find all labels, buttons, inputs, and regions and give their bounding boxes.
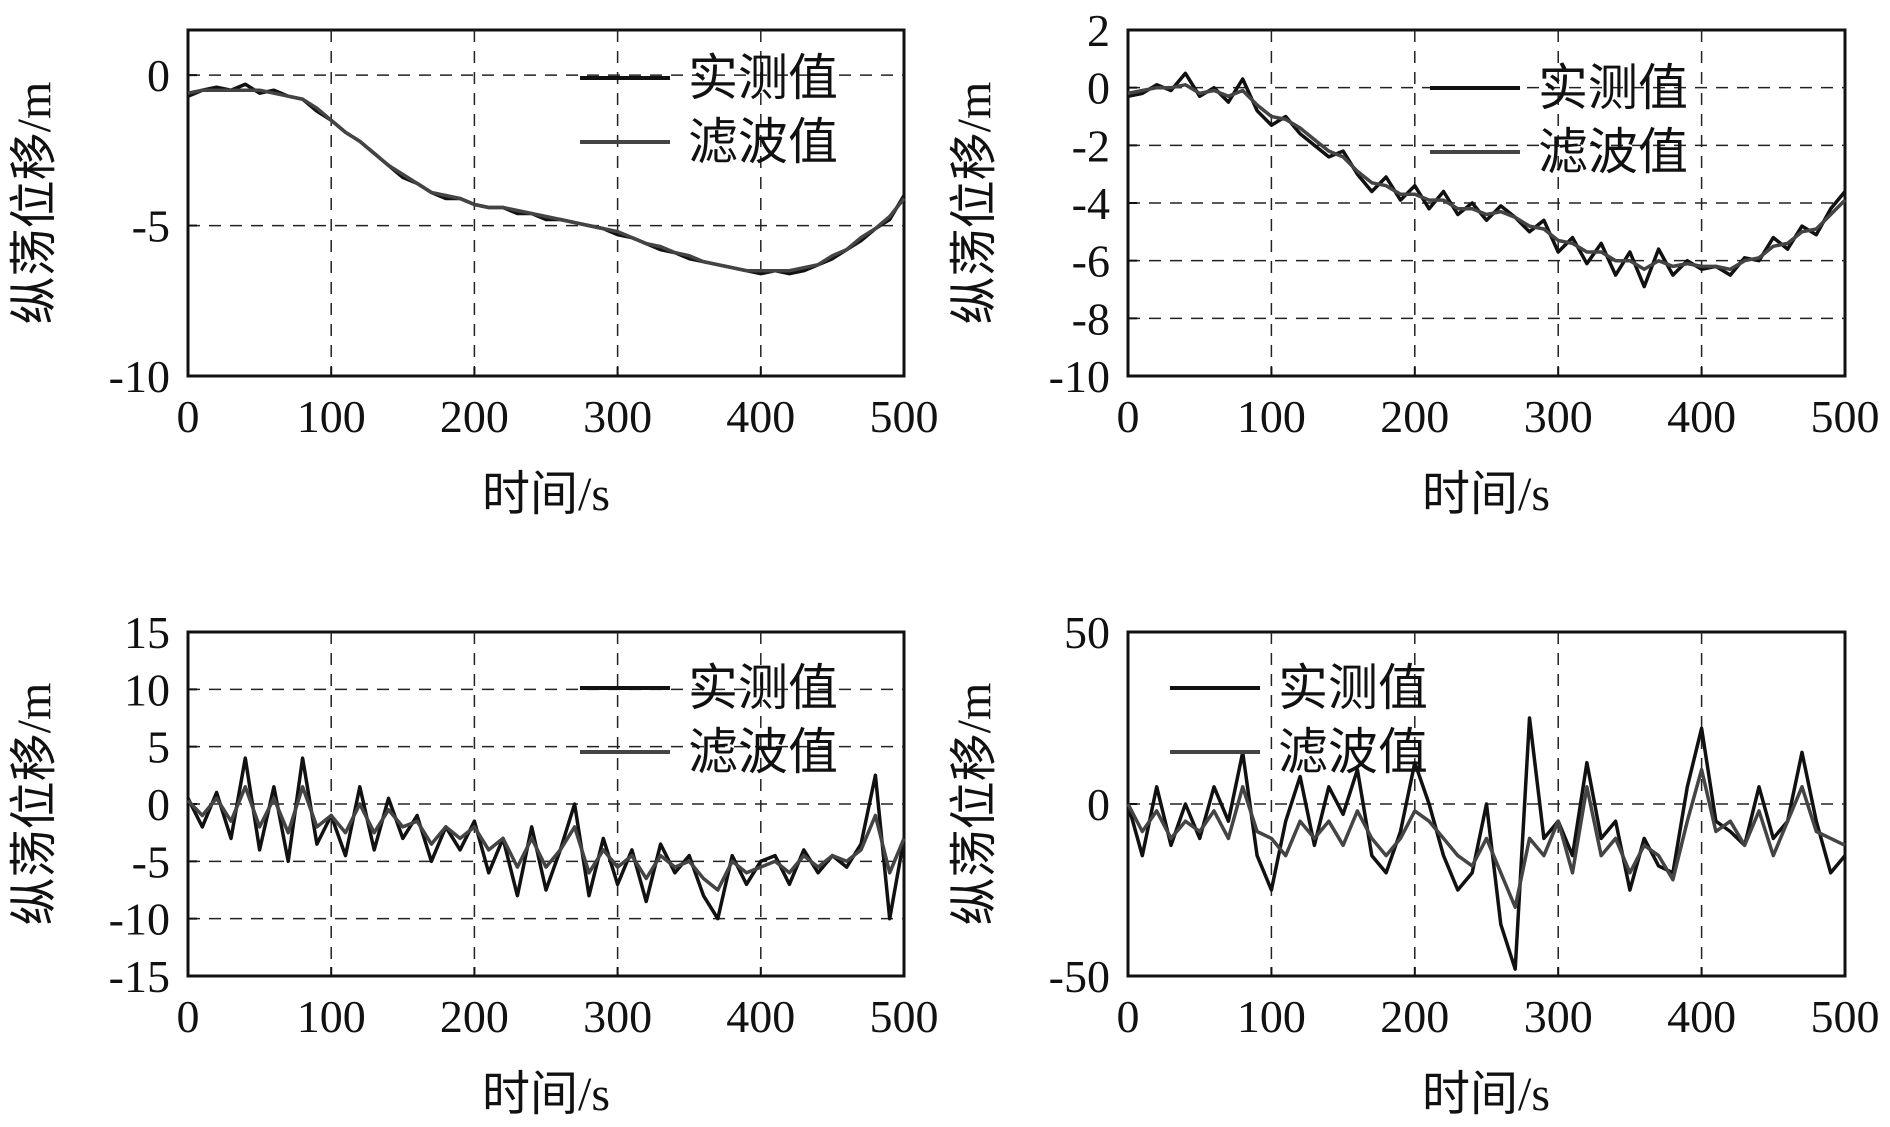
y-tick-label: 50 [1064, 607, 1110, 658]
x-tick-label: 0 [1117, 391, 1140, 442]
x-tick-label: 300 [1524, 991, 1593, 1042]
legend-label-2: 滤波值 [688, 114, 838, 170]
x-tick-label: 400 [726, 391, 795, 442]
series-line-2 [187, 88, 906, 273]
chart-panel-bottom-left: 0 100 200 300 400 500 15 10 5 0 -5 -10 -15 时间/s 纵荡位… [8, 607, 939, 1121]
x-tick-label: 300 [583, 391, 652, 442]
x-axis-label: 时间/s [482, 1068, 610, 1121]
series-line-2 [1126, 767, 1846, 909]
legend-label-2: 滤波值 [1278, 724, 1428, 780]
x-tick-label: 0 [177, 991, 200, 1042]
legend-label-2: 滤波值 [688, 724, 838, 780]
x-tick-label: 200 [1380, 991, 1449, 1042]
x-tick-label: 200 [440, 991, 509, 1042]
y-axis-label: 纵荡位移/m [948, 683, 1001, 926]
y-tick-label: 5 [147, 722, 170, 773]
x-tick-label: 0 [177, 391, 200, 442]
x-tick-label: 300 [1524, 391, 1593, 442]
y-tick-label: -5 [132, 201, 170, 252]
y-tick-label: 15 [124, 607, 170, 658]
y-tick-label: -10 [109, 351, 170, 402]
plot-frame [186, 28, 906, 378]
y-axis-label: 纵荡位移/m [8, 82, 61, 325]
series-line-1 [186, 756, 906, 921]
y-tick-label: 0 [147, 779, 170, 830]
chart-panel-top-right: 0 100 200 300 400 500 2 0 -2 -4 -6 -8 -10 时间/s 纵荡位移… [948, 5, 1880, 521]
y-tick-label: 0 [147, 50, 170, 101]
y-tick-label: -4 [1072, 178, 1110, 229]
chart-panel-bottom-right: 0 100 200 300 400 500 500-50 时间/s 纵荡位移/m 实测值滤… [948, 607, 1880, 1121]
x-tick-label: 100 [1237, 391, 1306, 442]
legend-label-1: 实测值 [1538, 60, 1688, 116]
x-tick-label: 100 [297, 391, 366, 442]
y-tick-label: -15 [109, 951, 170, 1002]
legend-label-2: 滤波值 [1538, 124, 1688, 180]
x-tick-label: 500 [1811, 991, 1880, 1042]
legend-label-1: 实测值 [688, 50, 838, 106]
y-tick-label: 10 [124, 664, 170, 715]
x-tick-label: 100 [1237, 991, 1306, 1042]
y-tick-label: -50 [1049, 951, 1110, 1002]
x-tick-label: 0 [1117, 991, 1140, 1042]
y-tick-label: 0 [1087, 779, 1110, 830]
x-tick-label: 200 [1380, 391, 1449, 442]
x-axis-label: 时间/s [1422, 468, 1550, 521]
x-tick-label: 300 [583, 991, 652, 1042]
legend-label-1: 实测值 [1278, 660, 1428, 716]
series-line-1 [187, 82, 906, 276]
x-tick-label: 400 [1667, 991, 1736, 1042]
x-tick-label: 500 [870, 991, 939, 1042]
x-tick-label: 400 [1667, 391, 1736, 442]
y-tick-label: -5 [132, 836, 170, 887]
series-line-2 [1127, 83, 1847, 272]
x-tick-label: 400 [726, 991, 795, 1042]
series-line-1 [1126, 716, 1847, 971]
series-line-1 [1127, 71, 1847, 289]
y-tick-label: -6 [1072, 236, 1110, 287]
legend-label-1: 实测值 [688, 660, 838, 716]
x-tick-label: 500 [870, 391, 939, 442]
y-tick-label: -10 [109, 894, 170, 945]
series-line-2 [186, 785, 906, 892]
y-tick-label: -10 [1049, 351, 1110, 402]
y-tick-label: 0 [1087, 63, 1110, 114]
y-tick-label: -2 [1072, 120, 1110, 171]
y-axis-label: 纵荡位移/m [948, 82, 1001, 325]
x-axis-label: 时间/s [1422, 1068, 1550, 1121]
x-tick-label: 200 [440, 391, 509, 442]
y-tick-label: -8 [1072, 293, 1110, 344]
chart-panel-top-left: 0 100 200 300 400 500 0 -5 -10 时间/s 纵荡位移/m 实测值滤… [8, 28, 939, 521]
x-axis-label: 时间/s [482, 468, 610, 521]
y-tick-label: 2 [1087, 5, 1110, 56]
x-tick-label: 500 [1811, 391, 1880, 442]
x-tick-label: 100 [297, 991, 366, 1042]
y-axis-label: 纵荡位移/m [8, 683, 61, 926]
